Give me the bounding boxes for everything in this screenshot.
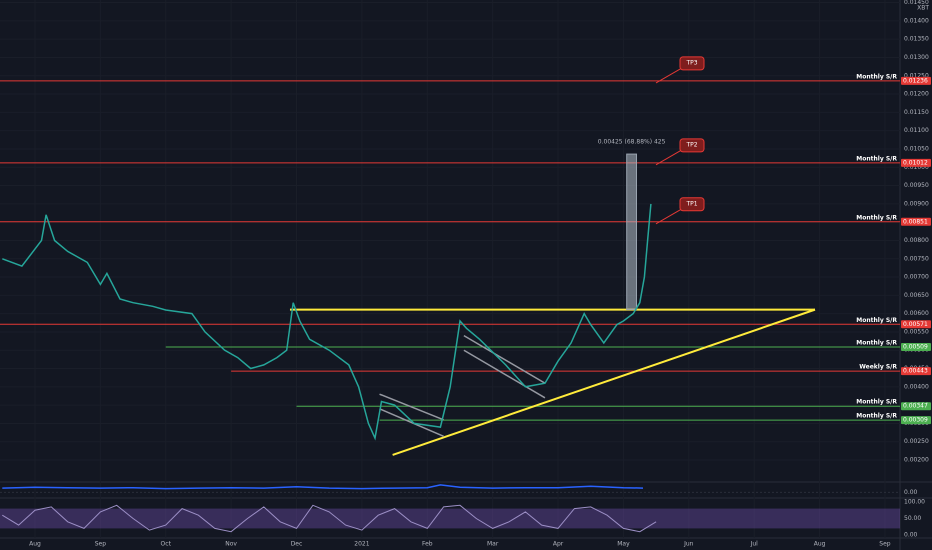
target-label: TP2 <box>685 141 697 148</box>
stoch-line <box>2 504 657 533</box>
target-box <box>679 197 705 212</box>
y-tick-label: 0.00250 <box>904 438 929 445</box>
x-tick-label: Oct <box>161 541 172 548</box>
y-tick-label: 0.01250 <box>904 72 929 79</box>
trend-line <box>463 349 546 399</box>
trend-line <box>379 408 444 437</box>
price-line <box>2 203 652 441</box>
measure-box <box>626 153 638 311</box>
level-label: Monthly S/R <box>856 214 897 221</box>
y-tick-label: 0.01400 <box>904 17 929 24</box>
y-tick-label: 0.00950 <box>904 182 929 189</box>
currency: XBT <box>917 5 929 12</box>
y-tick-label: 0.00700 <box>904 274 929 281</box>
level-label: Monthly S/R <box>856 413 897 420</box>
y-tick-label: 0.01050 <box>904 145 929 152</box>
trend-line <box>392 308 816 456</box>
x-tick-label: May <box>617 541 630 548</box>
y-tick-label: 0.00550 <box>904 328 929 335</box>
price-tag <box>901 320 931 329</box>
price-tag-label: 0.00347 <box>903 403 928 410</box>
y-tick-label: 0.00800 <box>904 237 929 244</box>
y-tick-label: 50.00 <box>904 515 921 522</box>
y-tick-label: 100.00 <box>904 498 925 505</box>
price-tag-label: 0.00509 <box>903 343 928 350</box>
target-pointer <box>655 208 683 225</box>
y-tick-label: 0.01300 <box>904 54 929 61</box>
x-tick-label: Apr <box>553 541 564 548</box>
price-tag-label: 0.01236 <box>903 77 928 84</box>
level-label: Monthly S/R <box>856 399 897 406</box>
x-tick-label: Sep <box>95 541 107 548</box>
price-tag <box>901 342 931 351</box>
price-tag-label: 0.00571 <box>903 321 928 328</box>
y-tick-label: 0.01200 <box>904 91 929 98</box>
y-tick-label: 0.00650 <box>904 292 929 299</box>
y-tick-label: 0.01150 <box>904 109 929 116</box>
y-tick-label: 0.00200 <box>904 457 929 464</box>
y-tick-label: 0.00750 <box>904 255 929 262</box>
x-tick-label: Jul <box>750 541 759 548</box>
measure-label: 0.00425 (68.88%) 425 <box>598 139 666 146</box>
price-tag <box>901 416 931 425</box>
x-tick-label: Jun <box>683 541 694 548</box>
price-tag-label: 0.00443 <box>903 368 928 375</box>
y-tick-label: 0.00 <box>904 489 918 496</box>
band <box>0 508 900 529</box>
target-label: TP3 <box>685 59 697 66</box>
target-pointer <box>655 67 683 84</box>
y-tick-label: 0.00 <box>904 532 918 539</box>
level-label: Monthly S/R <box>856 339 897 346</box>
x-tick-label: Mar <box>487 541 499 548</box>
x-tick-label: Dec <box>291 541 303 548</box>
level-label: Monthly S/R <box>856 317 897 324</box>
x-tick-label: Sep <box>879 541 891 548</box>
price-tag <box>901 367 931 376</box>
target-pointer <box>655 149 683 166</box>
indicator-line <box>2 484 644 490</box>
x-tick-label: Feb <box>422 541 433 548</box>
x-tick-label: 2021 <box>354 541 369 548</box>
y-tick-label: 0.00600 <box>904 310 929 317</box>
y-tick-label: 0.00900 <box>904 200 929 207</box>
y-tick-label: 0.01450 <box>904 0 929 6</box>
level-label: Weekly S/R <box>859 364 897 371</box>
trend-line <box>379 393 444 421</box>
x-tick-label: Nov <box>225 541 237 548</box>
price-tag <box>901 217 931 226</box>
x-tick-label: Aug <box>814 541 826 548</box>
price-tag-label: 0.00309 <box>903 417 928 424</box>
level-label: Monthly S/R <box>856 73 897 80</box>
target-box <box>679 138 705 153</box>
price-tag-label: 0.00851 <box>903 218 928 225</box>
trend-line <box>463 334 546 384</box>
target-box <box>679 56 705 71</box>
price-tag <box>901 76 931 85</box>
x-tick-label: Aug <box>29 541 41 548</box>
price-tag <box>901 158 931 167</box>
y-tick-label: 0.01000 <box>904 164 929 171</box>
y-tick-label: 0.01100 <box>904 127 929 134</box>
y-tick-label: 0.00400 <box>904 383 929 390</box>
y-tick-label: 0.01350 <box>904 36 929 43</box>
price-tag <box>901 402 931 411</box>
target-label: TP1 <box>685 200 697 207</box>
level-label: Monthly S/R <box>856 155 897 162</box>
price-tag-label: 0.01012 <box>903 159 928 166</box>
